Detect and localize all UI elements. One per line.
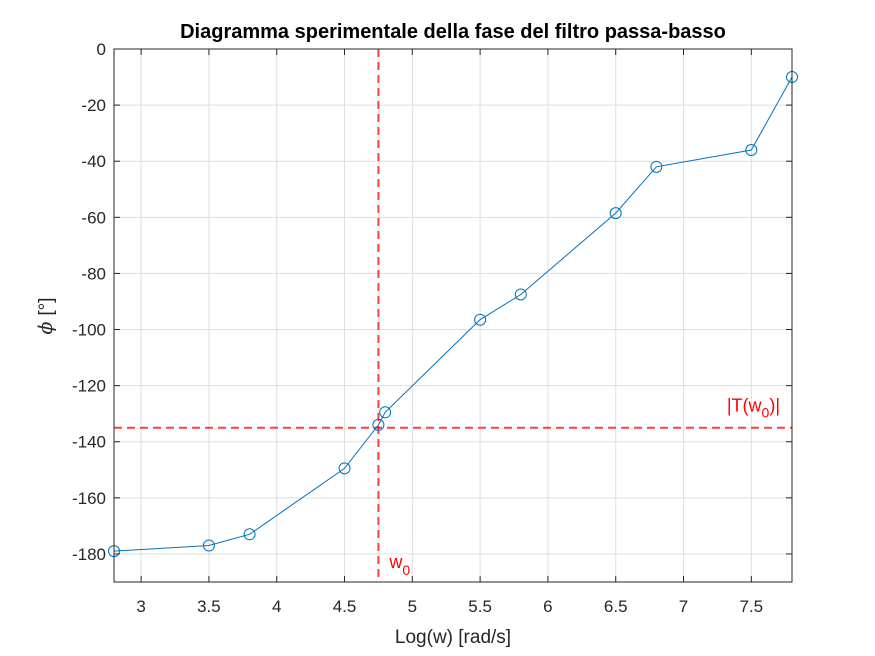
y-tick-label: -160 xyxy=(72,489,106,508)
y-axis-label: ϕ [°] xyxy=(35,297,57,334)
x-tick-label: 3 xyxy=(136,597,145,616)
data-point-marker xyxy=(514,288,527,301)
series-line xyxy=(113,76,793,552)
y-tick-label: -80 xyxy=(81,264,106,283)
w0-label: w0 xyxy=(388,552,410,578)
data-point-marker xyxy=(609,207,622,220)
x-tick-label: 4.5 xyxy=(333,597,357,616)
plot-background xyxy=(114,49,792,582)
T-w0-label-suffix: )| xyxy=(769,396,780,416)
plot-frame xyxy=(113,48,793,583)
data-point-marker xyxy=(202,539,215,552)
x-tick-label: 5.5 xyxy=(468,597,492,616)
data-point-marker xyxy=(372,418,385,431)
y-tick-label: 0 xyxy=(97,40,106,59)
y-tick-label: -120 xyxy=(72,377,106,396)
x-tick-label: 5 xyxy=(408,597,417,616)
data-point-marker xyxy=(338,462,351,475)
data-point-marker xyxy=(243,528,256,541)
data-point-marker xyxy=(379,406,392,419)
y-tick-label: -100 xyxy=(72,321,106,340)
data-point-marker xyxy=(650,160,663,173)
labels: 3 3.5 4 4.5 5 5.5 6 6.5 7 7.5 0 -20 -40 -60 -80 -100 -12… xyxy=(72,40,780,616)
x-tick-label: 6 xyxy=(543,597,552,616)
y-axis-label-symbol: ϕ xyxy=(35,322,57,335)
x-tick-label: 4 xyxy=(272,597,281,616)
chart-title: Diagramma sperimentale della fase del fi… xyxy=(180,21,726,43)
y-tick-label: -20 xyxy=(81,96,106,115)
y-tick-label: -60 xyxy=(81,208,106,227)
T-w0-label-subscript: 0 xyxy=(762,405,770,421)
y-tick-label: -180 xyxy=(72,545,106,564)
y-tick-label: -140 xyxy=(72,433,106,452)
data-point-marker xyxy=(474,313,487,326)
T-w0-label-prefix: |T(w xyxy=(727,396,763,416)
x-tick-label: 7 xyxy=(679,597,688,616)
data-point-marker xyxy=(745,143,758,156)
y-axis-label-unit: [°] xyxy=(36,297,57,315)
x-tick-label: 3.5 xyxy=(197,597,221,616)
reference-lines xyxy=(114,49,792,582)
ticks xyxy=(114,48,792,582)
w0-label-main: w xyxy=(388,552,403,572)
x-axis-label: Log(w) [rad/s] xyxy=(395,627,511,648)
x-tick-label: 6.5 xyxy=(604,597,628,616)
y-tick-label: -40 xyxy=(81,152,106,171)
T-w0-label: |T(w0)| xyxy=(727,396,780,421)
w0-label-subscript: 0 xyxy=(402,562,410,578)
x-tick-label: 7.5 xyxy=(739,597,763,616)
